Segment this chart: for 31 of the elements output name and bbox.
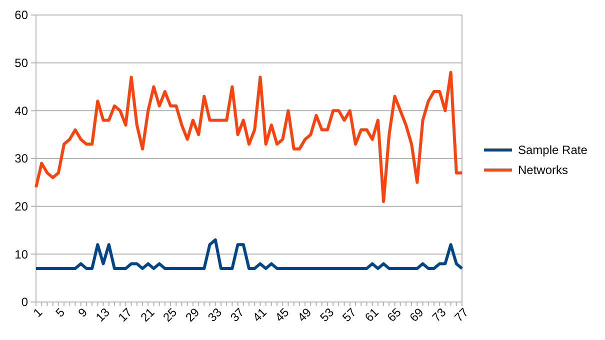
x-tick-label: 53 (317, 304, 337, 325)
x-tick-label: 61 (362, 304, 382, 325)
line-series (34, 238, 464, 270)
x-tick-label: 17 (115, 304, 135, 325)
x-tick-label: 77 (452, 304, 472, 325)
x-tick-label: 49 (294, 304, 314, 325)
x-tick-label: 73 (429, 304, 449, 325)
y-tick-label: 20 (14, 200, 28, 214)
line-series (34, 70, 464, 204)
y-tick-label: 10 (14, 247, 28, 262)
x-tick-label: 1 (30, 304, 46, 320)
x-tick-label: 5 (52, 304, 68, 320)
y-tick-label: 60 (14, 8, 28, 22)
y-tick-label: 0 (21, 295, 28, 310)
x-tick-label: 25 (160, 304, 180, 325)
x-tick-label: 9 (75, 304, 90, 320)
y-tick-label: 30 (14, 152, 28, 166)
x-tick-label: 21 (138, 304, 158, 325)
x-tick-label: 45 (272, 304, 292, 325)
y-tick-label: 50 (14, 56, 28, 70)
x-tick-label: 41 (250, 304, 270, 325)
legend-label: Sample Rate (518, 143, 588, 158)
x-tick-label: 13 (93, 304, 113, 325)
y-tick-label: 40 (14, 104, 28, 118)
x-tick-label: 37 (228, 304, 248, 325)
x-tick-label: 33 (205, 304, 225, 325)
legend-label: Networks (518, 163, 568, 178)
x-tick-label: 69 (406, 304, 426, 325)
x-tick-label: 65 (384, 304, 404, 325)
x-tick-label: 57 (340, 304, 360, 325)
x-tick-label: 29 (182, 304, 202, 325)
